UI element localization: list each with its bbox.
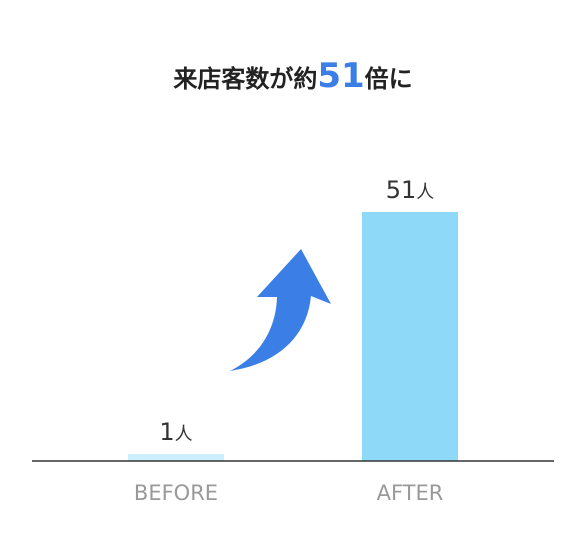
value-number-after: 51 — [386, 176, 417, 204]
bars-layer — [128, 212, 458, 461]
value-label-before: 1人 — [159, 418, 192, 446]
value-label-after: 51人 — [386, 176, 435, 204]
chart-title: 来店客数が約51倍に — [173, 56, 412, 96]
chart-title-text: 来店客数が約51倍に — [173, 56, 412, 96]
category-labels-layer: BEFORE AFTER — [134, 481, 443, 505]
title-highlight-number: 51 — [317, 56, 364, 96]
bar-after — [362, 212, 458, 461]
value-unit-before: 人 — [175, 424, 193, 445]
category-label-before: BEFORE — [134, 481, 218, 505]
value-unit-after: 人 — [416, 182, 434, 203]
category-label-after: AFTER — [377, 481, 444, 505]
title-suffix: 倍に — [365, 65, 413, 93]
title-prefix: 来店客数が約 — [173, 65, 317, 93]
curved-up-arrow-icon — [230, 249, 331, 371]
value-number-before: 1 — [159, 418, 174, 446]
arrow-shape — [230, 249, 331, 371]
bar-before — [128, 454, 224, 461]
